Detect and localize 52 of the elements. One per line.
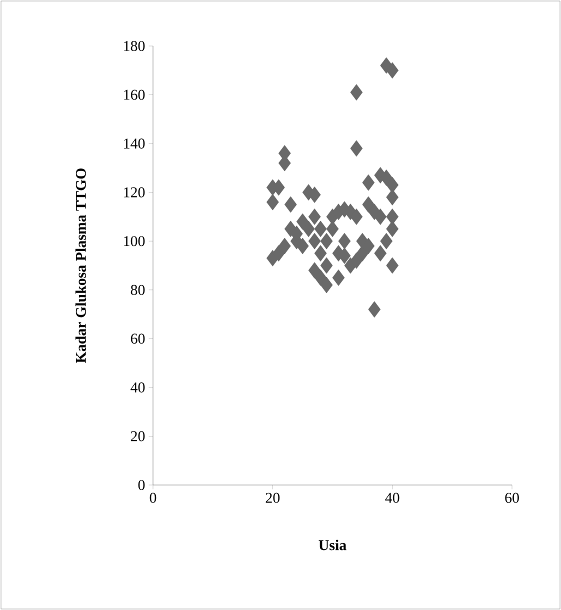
- point: [362, 196, 375, 213]
- point: [368, 301, 381, 318]
- point: [332, 269, 345, 286]
- point: [320, 257, 333, 274]
- point: [284, 196, 297, 213]
- y-tick-label: 180: [124, 40, 145, 52]
- point: [314, 220, 327, 238]
- point: [338, 232, 351, 250]
- point: [326, 220, 339, 238]
- x-axis-title: Usia: [318, 540, 346, 550]
- point: [374, 208, 387, 225]
- point: [278, 238, 291, 254]
- y-axis-title: Kadar Glukosa Plasma TTGO: [75, 168, 86, 364]
- y-tick-label: 20: [130, 431, 145, 442]
- point: [362, 174, 375, 191]
- point: [320, 276, 333, 294]
- point: [314, 245, 327, 262]
- x-tick-label: 60: [505, 492, 519, 503]
- x-tick-label: 20: [266, 492, 280, 503]
- point: [386, 189, 399, 206]
- point: [350, 208, 363, 225]
- x-tick-label: 0: [150, 492, 156, 503]
- point: [386, 257, 399, 274]
- point: [296, 238, 309, 254]
- y-tick-label: 60: [130, 334, 145, 344]
- y-tick-label: 140: [124, 138, 145, 149]
- y-tick-label: 0: [138, 480, 145, 490]
- point: [314, 269, 327, 286]
- point: [350, 252, 363, 269]
- point: [350, 140, 363, 157]
- point: [380, 232, 393, 250]
- point: [320, 232, 333, 250]
- point: [272, 245, 285, 262]
- point: [362, 238, 375, 254]
- y-tick-label: 160: [124, 90, 145, 100]
- point: [350, 84, 363, 101]
- point: [386, 62, 399, 79]
- y-tick-label: 40: [130, 382, 145, 392]
- point: [386, 208, 399, 225]
- x-tick-label: 40: [385, 492, 400, 503]
- point: [296, 213, 309, 230]
- point: [308, 232, 321, 250]
- point: [308, 262, 321, 279]
- point: [386, 176, 399, 194]
- y-tick-label: 80: [130, 284, 145, 295]
- point: [266, 194, 279, 210]
- point: [386, 220, 399, 238]
- point: [308, 208, 321, 225]
- y-tick-label: 100: [124, 236, 145, 246]
- y-tick-label: 120: [124, 187, 145, 198]
- point: [374, 245, 387, 262]
- point: [302, 220, 315, 238]
